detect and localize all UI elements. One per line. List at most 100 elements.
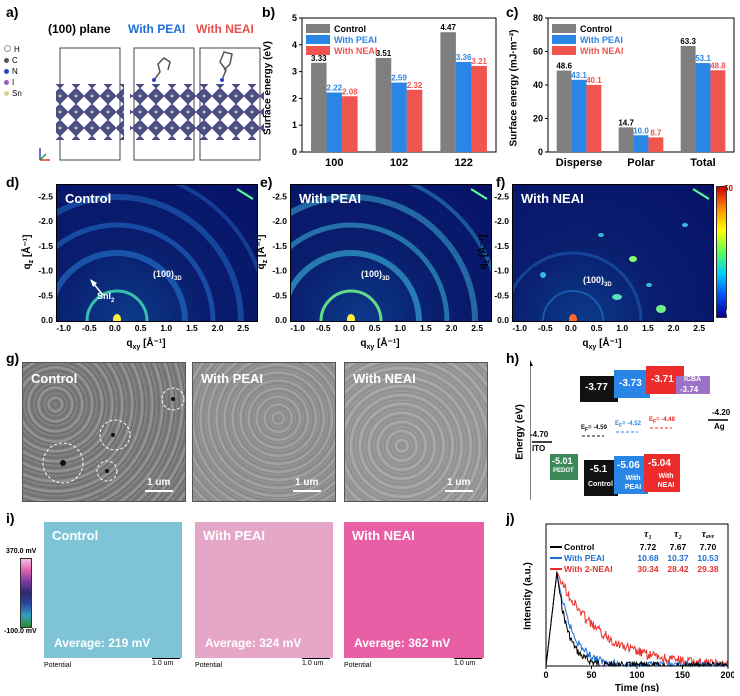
lumo-peai-bar — [614, 370, 650, 398]
pedot-value: -5.01 — [552, 456, 573, 466]
x-axis-label: qxy [Å⁻¹] — [360, 336, 399, 351]
chart-b: 0 1 2 3 4 5 100 3.33 2.22 2.08 102 3.51 2.592.32 122 4… — [292, 14, 497, 169]
ag-value: -4.20 — [712, 408, 731, 417]
sem-title-neai: With NEAI — [353, 371, 416, 386]
x-tick-label: 0.0 — [343, 323, 355, 333]
bar-value-label: 3.36 — [456, 53, 472, 62]
y-tick-label: 4 — [292, 40, 297, 50]
y-tick-label: -0.5 — [494, 290, 509, 300]
sem-control: Control 1 um — [22, 362, 186, 502]
tau-value: 29.38 — [697, 564, 719, 574]
x-tick-label: -0.5 — [82, 323, 97, 333]
chart-j: 0 50 100 150 200 Time (ns) τ₁ τ₂ τₐᵥₑ Control 7.72… — [543, 523, 734, 692]
x-tick-label: 1.0 — [616, 323, 628, 333]
bar-value-label: 53.1 — [695, 54, 711, 63]
panel-label-h: h) — [506, 350, 520, 366]
panel-label-d: d) — [6, 174, 20, 190]
ef-sub: F — [585, 427, 589, 434]
chart-j-ylabel: Intensity (a.u.) — [522, 562, 534, 630]
x-tick-label: 1.0 — [160, 323, 172, 333]
y-axis-label: qz [Å⁻¹] — [20, 235, 35, 270]
tau-value: 10.68 — [637, 553, 659, 563]
panel-label-g: g) — [6, 350, 20, 366]
bar-value-label: 48.6 — [556, 62, 572, 71]
peak-label: (100) — [153, 269, 175, 279]
sem-scalebar-control: 1 um — [147, 477, 171, 488]
tau-value: 10.37 — [667, 553, 689, 563]
tau-header: τ₂ — [674, 529, 682, 540]
icba-name: ICBA — [684, 376, 702, 383]
giwaxs-colorbar — [716, 186, 727, 318]
peak-sub: 3D — [174, 275, 182, 282]
y-tick-label: 0 — [292, 147, 297, 157]
legend-label: With PEAI — [334, 35, 377, 45]
x-category-label: Disperse — [556, 157, 602, 169]
bar — [342, 96, 358, 152]
kpfm-scalebar-neai: 1.0 um — [454, 658, 482, 667]
y-axis-label: qz [Å⁻¹] — [476, 235, 491, 270]
lumo-peai: -3.73 — [619, 378, 642, 389]
ef-value: = -4.48 — [656, 417, 675, 423]
legend-label: With NEAI — [334, 46, 377, 56]
sem-scalebar-peai: 1 um — [295, 477, 319, 488]
bar-value-label: 2.59 — [391, 74, 407, 83]
panel-label-e: e) — [260, 174, 273, 190]
giwaxs-axis-frame: -1.0 -0.5 0.0 0.5 1.0 1.5 2.0 2.5 -2.5 -2.0 -1.5 -1… — [254, 191, 483, 351]
giwaxs-neai: With NEAI (100)3D — [512, 184, 714, 322]
x-tick-label: -1.0 — [290, 323, 305, 333]
legend-label: With PEAI — [564, 553, 605, 563]
x-tick-label: 2.5 — [471, 323, 483, 333]
y-tick-label: 0.0 — [41, 315, 53, 325]
homo-peai-bar — [614, 456, 648, 494]
ef-sub: F — [653, 419, 657, 426]
sni2-label: SnI2 — [97, 291, 114, 304]
bar — [680, 45, 696, 152]
x-tick-label: 0 — [543, 670, 548, 680]
kpfm-peai: With PEAI Average: 324 mV — [195, 522, 333, 658]
bar — [311, 62, 327, 153]
legend-swatch — [552, 46, 576, 55]
chart-c: 0 20 40 60 80 Disperse 48.643.140.1 Polar 14.710… — [533, 14, 735, 169]
sni2-sub: 2 — [111, 297, 115, 304]
x-category-label: Total — [690, 157, 715, 169]
giwaxs-peak-peai: (100)3D — [361, 269, 390, 282]
bar-value-label: 2.32 — [407, 81, 423, 90]
legend-label: With PEAI — [580, 35, 623, 45]
sem-title-control: Control — [31, 371, 78, 386]
kpfm-potential-peai: Potential — [195, 662, 223, 669]
x-tick-label: 1.0 — [394, 323, 406, 333]
giwaxs-control: Control (100)3D SnI2 — [56, 184, 258, 322]
bar — [586, 84, 602, 152]
kpfm-average-neai: Average: 362 mV — [354, 636, 451, 650]
legend-label: Control — [334, 24, 366, 34]
pedot-bar — [550, 454, 578, 480]
panel-label-b: b) — [262, 4, 276, 20]
x-tick-label: 2.5 — [237, 323, 249, 333]
peak-sub: 3D — [382, 275, 390, 282]
homo-neai-bar — [644, 454, 680, 492]
ef-sub: F — [619, 423, 623, 430]
tau-value: 10.53 — [697, 553, 719, 563]
legend-i: I — [12, 78, 15, 87]
bar-value-label: 63.3 — [680, 37, 696, 46]
x-category-label: Polar — [627, 157, 655, 169]
chart-c-ylabel: Surface energy (mJ·m⁻²) — [508, 29, 520, 147]
x-tick-label: 0.0 — [565, 323, 577, 333]
x-tick-label: 150 — [675, 670, 690, 680]
y-tick-label: 0 — [538, 147, 543, 157]
x-tick-label: -1.0 — [512, 323, 527, 333]
kpfm-scalebar-control: 1.0 um — [152, 658, 180, 667]
kpfm-scale-bottom: -100.0 mV — [4, 628, 37, 635]
tau-value: 7.72 — [640, 542, 657, 552]
y-tick-label: 20 — [533, 114, 543, 124]
x-axis-label: qxy [Å⁻¹] — [126, 336, 165, 351]
legend-h: H — [14, 45, 20, 54]
sem-peai: With PEAI 1 um — [192, 362, 336, 502]
energy-diagram — [530, 360, 728, 500]
x-category-label: 100 — [325, 157, 343, 169]
bar-value-label: 3.33 — [311, 54, 327, 63]
bar — [375, 57, 392, 152]
tau-value: 7.67 — [670, 542, 687, 552]
giwaxs-peak-neai: (100)3D — [583, 275, 612, 288]
legend-swatch — [306, 46, 330, 55]
